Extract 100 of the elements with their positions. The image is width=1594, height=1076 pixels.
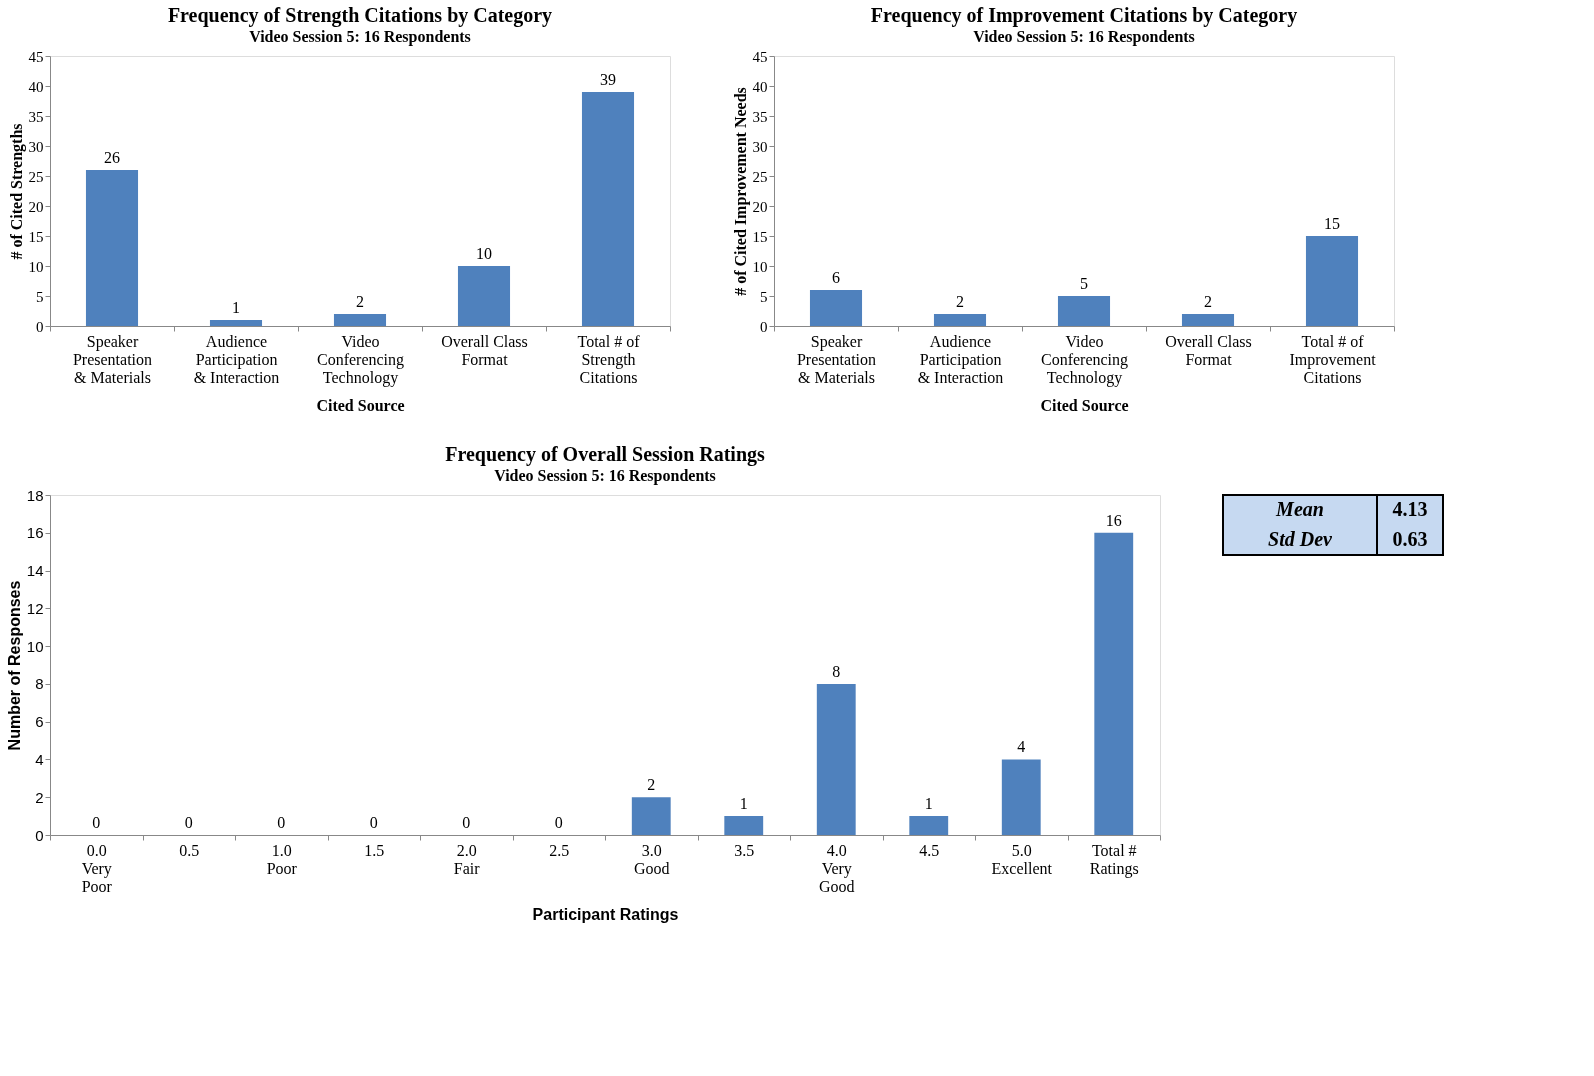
bar: [816, 683, 856, 835]
y-tick-label: 2: [35, 788, 44, 806]
chart-title: Frequency of Strength Citations by Category: [167, 4, 553, 27]
x-tick-label: Video Conferencing Technology: [1040, 332, 1129, 387]
bar: [457, 266, 511, 326]
x-tick-label: Total # of Strength Citations: [577, 332, 641, 386]
y-tick-label: 40: [752, 78, 768, 95]
y-tick-label: 10: [26, 637, 44, 655]
chart-subtitle: Video Session 5: 16 Respondents: [249, 28, 471, 46]
x-tick-label: 4.0 Very Good: [818, 841, 855, 895]
x-tick-label: 2.5: [549, 841, 570, 859]
x-axis-title: Participant Ratings: [532, 905, 679, 923]
chart-title: Frequency of Improvement Citations by Category: [870, 4, 1298, 27]
data-label: 0.63: [1392, 528, 1428, 550]
x-tick-label: 1.0 Poor: [266, 841, 298, 877]
x-tick-label: 0.0 Very Poor: [81, 841, 113, 895]
category-label: Std Dev: [1268, 528, 1334, 550]
bar: [1305, 236, 1359, 326]
bar: [809, 290, 863, 326]
y-tick-label: 25: [752, 168, 768, 185]
x-tick-label: Overall Class Format: [1165, 332, 1252, 368]
bar: [724, 816, 764, 835]
y-tick-label: 30: [752, 138, 768, 155]
y-axis-title: Number of Responses: [5, 580, 23, 751]
x-tick-label: 0.5: [179, 841, 200, 859]
x-tick-label: 4.5: [919, 841, 940, 859]
bar: [1094, 532, 1134, 835]
y-tick-label: 14: [26, 562, 44, 580]
data-label: 5: [1080, 275, 1088, 292]
y-tick-label: 4: [35, 750, 44, 768]
y-tick-label: 0: [35, 826, 44, 844]
x-tick-label: 3.0 Good: [633, 841, 670, 877]
x-tick-label: 2.0 Fair: [453, 841, 481, 877]
bar: [581, 92, 635, 326]
y-tick-label: 25: [28, 168, 44, 185]
chart-subtitle: Video Session 5: 16 Respondents: [973, 28, 1195, 46]
y-tick-label: 15: [752, 228, 768, 245]
x-axis-title: Cited Source: [316, 396, 405, 414]
y-tick-label: 5: [36, 288, 44, 305]
bar: [933, 314, 987, 326]
y-tick-label: 10: [752, 258, 768, 275]
y-axis-title: # of Cited Improvement Needs: [731, 87, 750, 296]
chart-title: Frequency of Overall Session Ratings: [445, 443, 766, 466]
data-label: 6: [832, 269, 840, 286]
y-tick-label: 8: [35, 675, 44, 693]
data-label: 2: [956, 293, 964, 310]
y-axis-title: # of Cited Strengths: [7, 123, 26, 260]
bar: [631, 797, 671, 835]
data-label: 15: [1324, 215, 1340, 232]
data-label: 0: [184, 814, 193, 831]
x-tick-label: Speaker Presentation & Materials: [72, 332, 153, 386]
y-tick-label: 5: [760, 288, 768, 305]
x-tick-label: Speaker Presentation & Materials: [796, 332, 877, 386]
data-label: 39: [600, 71, 616, 88]
data-label: 1: [232, 299, 240, 316]
x-tick-label: 5.0 Excellent: [991, 841, 1053, 877]
data-label: 0: [277, 814, 286, 831]
bar: [1001, 759, 1041, 835]
x-axis-title: Cited Source: [1040, 396, 1129, 414]
data-label: 1: [924, 795, 933, 813]
data-label: 0: [462, 814, 471, 831]
x-tick-label: Audience Participation & Interaction: [917, 332, 1004, 386]
data-label: 4.13: [1392, 498, 1428, 520]
y-tick-label: 10: [28, 258, 44, 275]
bar: [1181, 314, 1235, 326]
bar: [209, 320, 263, 326]
data-label: 0: [92, 814, 101, 831]
x-tick-label: Total # Ratings: [1089, 841, 1139, 878]
bar: [333, 314, 387, 326]
x-tick-label: Total # of Improvement Citations: [1289, 332, 1377, 386]
data-label: 4: [1017, 738, 1026, 756]
data-label: 26: [104, 149, 120, 166]
y-tick-label: 20: [28, 198, 44, 215]
y-tick-label: 20: [752, 198, 768, 215]
y-tick-label: 0: [36, 318, 44, 335]
data-label: 0: [554, 814, 563, 831]
y-tick-label: 35: [752, 108, 768, 125]
y-tick-label: 35: [28, 108, 44, 125]
y-tick-label: 45: [752, 48, 768, 65]
x-tick-label: 3.5: [734, 841, 755, 859]
y-tick-label: 18: [26, 486, 44, 504]
data-label: 2: [356, 293, 364, 310]
bar: [1057, 296, 1111, 326]
y-tick-label: 45: [28, 48, 44, 65]
data-label: 8: [832, 662, 841, 680]
y-tick-label: 0: [760, 318, 768, 335]
x-tick-label: Overall Class Format: [441, 332, 528, 368]
data-label: 2: [1204, 293, 1212, 310]
chart-subtitle: Video Session 5: 16 Respondents: [494, 467, 716, 485]
data-label: 10: [476, 245, 492, 262]
category-label: Mean: [1275, 498, 1324, 520]
data-label: 1: [739, 795, 748, 813]
y-tick-label: 16: [26, 524, 44, 542]
y-tick-label: 6: [35, 713, 44, 731]
data-label: 16: [1105, 511, 1122, 529]
bar: [909, 816, 949, 835]
x-tick-label: Video Conferencing Technology: [316, 332, 405, 387]
y-tick-label: 30: [28, 138, 44, 155]
data-label: 0: [369, 814, 378, 831]
y-tick-label: 12: [26, 599, 44, 617]
